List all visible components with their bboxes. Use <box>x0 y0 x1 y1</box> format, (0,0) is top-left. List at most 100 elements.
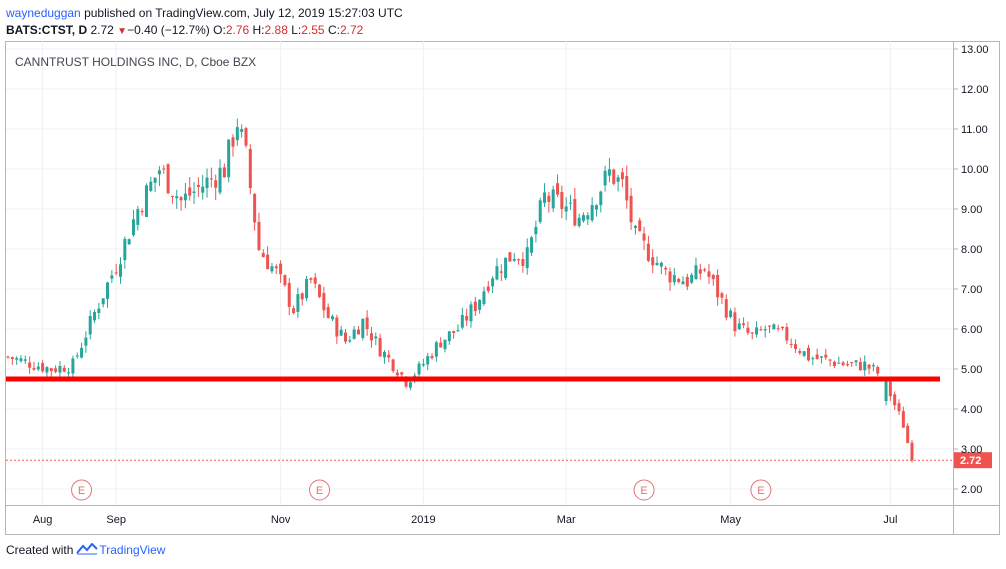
candle-body <box>512 259 516 261</box>
candle-body <box>93 312 97 321</box>
candle-body <box>564 206 568 212</box>
candle-body <box>175 196 179 199</box>
last-price: 2.72 <box>90 23 114 37</box>
candle-body <box>261 253 265 258</box>
candle-body <box>54 368 58 372</box>
candle-body <box>365 317 369 330</box>
candle-body <box>888 381 892 397</box>
candle-body <box>633 225 637 228</box>
candle-body <box>530 237 534 253</box>
high-value: 2.88 <box>264 23 288 37</box>
candle-body <box>534 226 538 235</box>
time-tick-label: 2019 <box>411 514 435 526</box>
candle-body <box>729 310 733 318</box>
candle-body <box>253 193 257 223</box>
high-label: H: <box>252 23 265 37</box>
candle-body <box>785 327 789 341</box>
earnings-marker-icon <box>750 479 772 501</box>
candle-body <box>828 359 832 361</box>
candle-body <box>759 329 763 331</box>
candle-body <box>292 308 296 314</box>
candle-body <box>569 202 572 204</box>
candle-body <box>153 177 157 183</box>
candle-body <box>214 180 218 188</box>
open-value: 2.76 <box>225 23 250 37</box>
candle-body <box>672 275 676 283</box>
candle-body <box>36 366 40 370</box>
candle-body <box>205 177 209 189</box>
candle-body <box>356 329 360 335</box>
candle-body <box>893 394 897 406</box>
candle-body <box>655 262 659 265</box>
candle-body <box>417 363 421 375</box>
last-price-badge-label: 2.72 <box>960 455 981 467</box>
candle-body <box>209 178 213 180</box>
candle-body <box>378 337 382 357</box>
publish-info: wayneduggan published on TradingView.com… <box>6 5 403 21</box>
candle-body <box>642 233 646 241</box>
candle-body <box>884 378 888 401</box>
candle-body <box>123 238 127 261</box>
candle-body <box>140 211 144 213</box>
chart-overlays: 2.72 E E E E <box>6 376 992 501</box>
candle-body <box>508 252 512 262</box>
candle-body <box>227 139 231 178</box>
candle-body <box>798 351 802 354</box>
price-tick-label: 13.00 <box>961 44 989 56</box>
candle-body <box>651 257 655 266</box>
candle-body <box>819 356 823 358</box>
candle-body <box>668 271 672 283</box>
candle-body <box>607 169 611 176</box>
candle-body <box>781 326 785 329</box>
candle-body <box>910 442 914 461</box>
candle-body <box>599 191 603 206</box>
candle-body <box>162 168 166 170</box>
last-price-badge <box>954 452 992 469</box>
candle-body <box>41 363 45 372</box>
candle-body <box>391 359 395 371</box>
candle-body <box>322 293 326 311</box>
candle-body <box>421 363 425 366</box>
candle-body <box>469 304 473 322</box>
candle-body <box>603 170 607 186</box>
candle-body <box>871 365 875 367</box>
candle-body <box>235 127 239 141</box>
candle-body <box>67 372 71 374</box>
candle-body <box>478 299 482 310</box>
candle-body <box>244 128 248 146</box>
candle-body <box>166 164 170 194</box>
candle-body <box>80 347 84 358</box>
tradingview-link[interactable]: TradingView <box>99 543 166 557</box>
candle-body <box>560 191 564 209</box>
candle-body <box>408 382 412 388</box>
candle-body <box>157 170 161 175</box>
candle-series <box>6 118 914 463</box>
candle-body <box>850 362 854 364</box>
footer: Created with TradingView <box>6 542 166 558</box>
candle-body <box>716 274 720 298</box>
candle-body <box>664 267 668 270</box>
earnings-marker-icon <box>71 479 93 501</box>
candle-body <box>659 262 663 267</box>
price-axis: 13.00 12.00 11.00 10.00 9.00 8.00 7.00 6.00 5.00… <box>953 44 989 496</box>
price-tick-label: 2.00 <box>961 484 982 496</box>
price-tick-label: 3.00 <box>961 444 982 456</box>
candle-body <box>45 367 49 373</box>
candle-body <box>283 275 287 286</box>
candle-body <box>23 359 27 361</box>
candle-body <box>685 276 689 287</box>
candle-body <box>794 344 797 350</box>
candle-body <box>348 340 352 342</box>
author-link[interactable]: wayneduggan <box>6 6 81 20</box>
candle-body <box>465 315 469 321</box>
time-tick-label: Jul <box>883 514 897 526</box>
price-tick-label: 5.00 <box>961 364 982 376</box>
candle-body <box>482 291 486 304</box>
candle-body <box>832 361 836 367</box>
chart-title: CANNTRUST HOLDINGS INC, D, Cboe BZX <box>15 55 256 69</box>
candle-body <box>625 176 629 201</box>
candle-body <box>331 316 335 320</box>
price-chart[interactable]: 2.72 E E E E 13.00 12.00 11.00 10.00 9.00 8.00 7.0… <box>0 41 1006 536</box>
candle-body <box>387 354 391 358</box>
time-tick-label: Mar <box>557 514 576 526</box>
